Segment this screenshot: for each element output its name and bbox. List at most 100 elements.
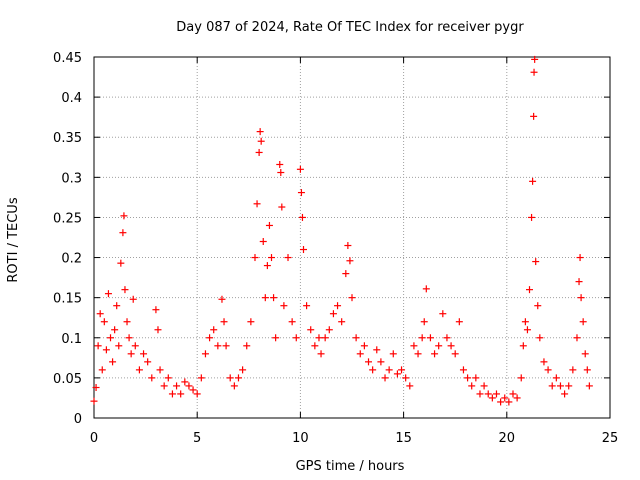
data-point <box>220 318 228 326</box>
data-point <box>261 294 269 302</box>
data-point <box>420 318 428 326</box>
data-point <box>468 382 476 390</box>
data-point <box>284 254 292 262</box>
data-point <box>270 294 278 302</box>
data-point <box>96 310 104 318</box>
data-point <box>90 397 98 405</box>
data-point <box>317 350 325 358</box>
data-point <box>299 246 307 254</box>
data-point <box>107 334 115 342</box>
y-tick-label: 0.35 <box>53 131 82 146</box>
y-tick-label: 0.2 <box>61 252 82 267</box>
data-point <box>435 342 443 350</box>
data-point <box>148 374 156 382</box>
data-point <box>565 382 573 390</box>
data-point <box>402 374 410 382</box>
data-point <box>342 270 350 278</box>
data-point <box>98 366 106 374</box>
data-point <box>536 334 544 342</box>
data-point <box>418 334 426 342</box>
data-point <box>439 310 447 318</box>
data-point <box>104 290 112 298</box>
data-point <box>239 366 247 374</box>
data-point <box>307 326 315 334</box>
data-point <box>464 374 472 382</box>
data-point <box>253 200 261 208</box>
data-point <box>277 169 285 177</box>
data-point <box>585 382 593 390</box>
data-point <box>381 374 389 382</box>
data-point <box>251 254 259 262</box>
data-point <box>532 258 540 266</box>
data-point <box>230 382 238 390</box>
x-tick-label: 5 <box>193 431 201 446</box>
data-point <box>100 318 108 326</box>
data-point <box>552 374 560 382</box>
data-point <box>540 358 548 366</box>
data-point <box>256 128 264 136</box>
data-point <box>581 350 589 358</box>
data-point <box>385 366 393 374</box>
data-point <box>492 390 500 398</box>
data-point <box>189 386 197 394</box>
axis-ticks: 0 5 10 15 20 25 0 0.05 0.1 0.15 0.2 0.25 0.3 0.35 0.4 0… <box>53 51 618 446</box>
data-point <box>144 358 152 366</box>
data-point <box>185 382 193 390</box>
data-point <box>119 229 127 237</box>
data-point <box>443 334 451 342</box>
data-point <box>529 177 537 185</box>
data-point <box>523 326 531 334</box>
y-tick-label: 0 <box>74 412 82 427</box>
data-point <box>288 318 296 326</box>
data-point <box>377 358 385 366</box>
data-point <box>455 318 463 326</box>
data-point <box>201 350 209 358</box>
data-point <box>218 295 226 303</box>
data-point <box>297 189 305 197</box>
data-point <box>311 342 319 350</box>
data-point <box>125 334 133 342</box>
data-point <box>576 254 584 262</box>
data-point <box>509 390 517 398</box>
data-points <box>90 55 593 406</box>
data-point <box>521 318 529 326</box>
data-point <box>579 318 587 326</box>
data-point <box>268 254 276 262</box>
data-point <box>265 221 273 229</box>
data-point <box>303 302 311 310</box>
data-point <box>210 326 218 334</box>
data-point <box>109 358 117 366</box>
data-point <box>389 350 397 358</box>
data-point <box>222 342 230 350</box>
data-point <box>334 302 342 310</box>
data-point <box>346 257 354 265</box>
data-point <box>92 384 100 392</box>
data-point <box>548 382 556 390</box>
data-point <box>583 366 591 374</box>
plot-frame <box>93 56 611 419</box>
x-tick-label: 25 <box>602 431 619 446</box>
data-point <box>263 262 271 270</box>
data-point <box>488 394 496 402</box>
data-point <box>173 382 181 390</box>
x-tick-label: 15 <box>395 431 412 446</box>
data-point <box>193 390 201 398</box>
data-point <box>121 286 129 294</box>
data-point <box>561 390 569 398</box>
data-point <box>513 394 521 402</box>
data-point <box>577 294 585 302</box>
data-point <box>414 350 422 358</box>
data-point <box>206 334 214 342</box>
data-point <box>127 350 135 358</box>
data-point <box>352 334 360 342</box>
data-point <box>325 326 333 334</box>
data-point <box>526 286 534 294</box>
data-point <box>459 366 467 374</box>
data-point <box>517 374 525 382</box>
data-point <box>197 374 205 382</box>
data-point <box>113 302 121 310</box>
y-tick-label: 0.4 <box>61 91 82 106</box>
x-tick-label: 0 <box>90 431 98 446</box>
data-point <box>373 346 381 354</box>
